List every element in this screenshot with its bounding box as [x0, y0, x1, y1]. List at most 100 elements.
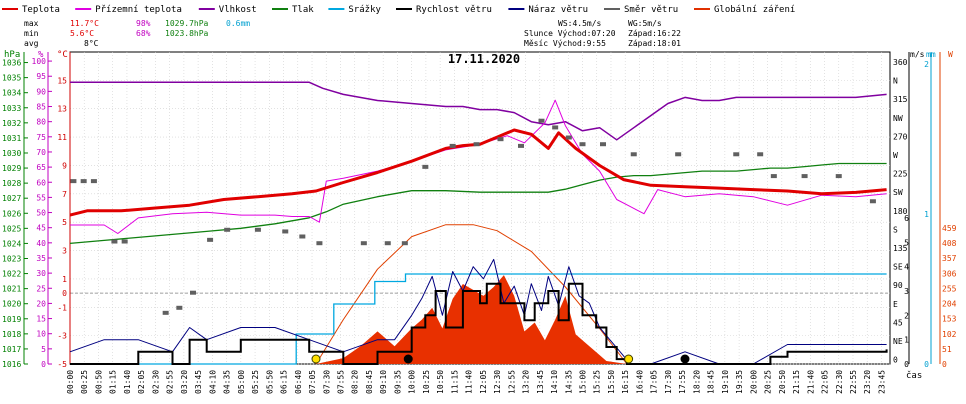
x-tick-label: 19:10	[721, 370, 730, 394]
x-tick-label: 00:25	[80, 370, 89, 394]
solar-tick-label: 51	[942, 345, 952, 354]
legend-item: Směr větru	[624, 5, 678, 15]
direction-tick-label: 135	[893, 244, 908, 253]
wind-direction-point	[835, 174, 842, 179]
wind-direction-point	[518, 143, 524, 148]
x-tick-label: 05:50	[265, 370, 274, 394]
x-tick-label: 10:00	[408, 370, 417, 394]
x-tick-label: 19:35	[735, 370, 744, 394]
hpa-tick-label: 1024	[2, 239, 21, 248]
stat-gust: WG:5m/s	[628, 19, 662, 28]
x-tick-label: 17:05	[650, 370, 659, 394]
rain-axis-label: mm	[926, 50, 936, 59]
x-tick-label: 17:55	[678, 370, 687, 394]
direction-tick-label: 180	[893, 207, 908, 216]
x-tick-label: 22:55	[849, 370, 858, 394]
x-tick-label: 08:45	[365, 370, 374, 394]
x-tick-label: 07:30	[322, 370, 331, 394]
pct-tick-label: 75	[36, 133, 46, 142]
wind-direction-point	[630, 152, 637, 157]
wind-tick-label: 3	[904, 287, 909, 296]
pct-tick-label: 35	[36, 254, 46, 263]
direction-tick-label: E	[893, 300, 898, 309]
pct-tick-label: 15	[36, 315, 46, 324]
solar-tick-label: 357	[942, 254, 957, 263]
x-tick-label: 07:55	[336, 370, 345, 394]
temp-tick-label: 3	[62, 247, 67, 256]
wind-direction-point	[254, 227, 261, 232]
hpa-tick-label: 1016	[2, 360, 21, 369]
legend-item: Přízemní teplota	[95, 5, 182, 15]
pct-tick-label: 40	[36, 239, 46, 248]
x-tick-label: 22:05	[821, 370, 830, 394]
temp-tick-label: 0	[62, 289, 67, 298]
x-tick-label: 12:05	[479, 370, 488, 394]
hpa-tick-label: 1029	[2, 164, 21, 173]
rain-tick-label: 1	[924, 210, 929, 219]
pct-tick-label: 85	[36, 103, 46, 112]
x-tick-label: 03:20	[180, 370, 189, 394]
hpa-tick-label: 1022	[2, 270, 21, 279]
stat-value: max	[24, 19, 39, 28]
x-tick-label: 01:40	[123, 370, 132, 394]
x-tick-label: 12:55	[507, 370, 516, 394]
x-tick-label: 15:50	[607, 370, 616, 394]
pct-tick-label: 95	[36, 72, 46, 81]
wind-direction-point	[538, 118, 545, 123]
chart-title: 17.11.2020	[448, 52, 520, 66]
hpa-tick-label: 1017	[2, 345, 21, 354]
wind-tick-label: 2	[904, 311, 909, 320]
solar-axis-label: W	[948, 50, 953, 59]
pct-tick-label: 100	[32, 57, 47, 66]
x-tick-label: 05:25	[251, 370, 260, 394]
stat-moonset: Západ:18:01	[628, 39, 681, 48]
x-tick-label: 15:25	[593, 370, 602, 394]
x-tick-label: 13:20	[522, 370, 531, 394]
stat-value: 98%	[136, 19, 151, 28]
hpa-tick-label: 1028	[2, 179, 21, 188]
pct-tick-label: 65	[36, 163, 46, 172]
chart-stats: max 11.7°C 98% 1029.7hPa 0.6mm min 5.6°C 68% 102…	[24, 19, 681, 48]
wind-tick-label: 1	[904, 336, 909, 345]
legend-item: Globální záření	[714, 5, 795, 15]
direction-tick-label: SW	[893, 188, 903, 197]
wind-direction-point	[401, 241, 408, 246]
x-tick-label: 05:00	[237, 370, 246, 394]
rain-tick-label: 0	[924, 360, 929, 369]
wind-direction-point	[121, 239, 128, 244]
x-tick-label: 14:10	[550, 370, 559, 394]
rain-line	[70, 273, 887, 365]
solar-area	[316, 275, 627, 364]
wind-direction-point	[565, 135, 572, 140]
wind-direction-point	[224, 227, 231, 232]
chart-axes: 00:00 00:25 00:50 01:15 01:40 02:05 02:30 02:55…	[2, 50, 957, 394]
direction-tick-label: 315	[893, 95, 908, 104]
x-tick-label: 00:00	[66, 370, 75, 394]
x-tick-label: 13:45	[536, 370, 545, 394]
wind-tick-label: 5	[904, 238, 909, 247]
x-tick-label: 18:45	[707, 370, 716, 394]
x-tick-label: 09:35	[393, 370, 402, 394]
temp-tick-label: 13	[57, 105, 67, 114]
pct-tick-label: 70	[36, 148, 46, 157]
wind-direction-point	[675, 152, 682, 157]
x-tick-label: 11:40	[465, 370, 474, 394]
solar-tick-label: 306	[942, 269, 957, 278]
wind-direction-point	[299, 234, 306, 239]
x-tick-label: 09:10	[379, 370, 388, 394]
wind-direction-point	[162, 310, 169, 315]
x-tick-label: 10:50	[436, 370, 445, 394]
x-tick-label: 08:20	[351, 370, 360, 394]
direction-tick-label: 360	[893, 58, 908, 67]
solar-tick-label: 408	[942, 239, 957, 248]
temp-tick-label: -3	[57, 332, 67, 341]
stat-value: avg	[24, 39, 39, 48]
temp-tick-label: 1	[62, 275, 67, 284]
stat-value: 0.6mm	[226, 19, 250, 28]
wind-direction-point	[360, 241, 367, 246]
wind-direction-point	[600, 142, 606, 147]
temp-tick-label: -1	[57, 303, 67, 312]
x-tick-label: 02:55	[166, 370, 175, 394]
x-tick-label: 21:40	[806, 370, 815, 394]
wind-direction-point	[70, 179, 77, 184]
